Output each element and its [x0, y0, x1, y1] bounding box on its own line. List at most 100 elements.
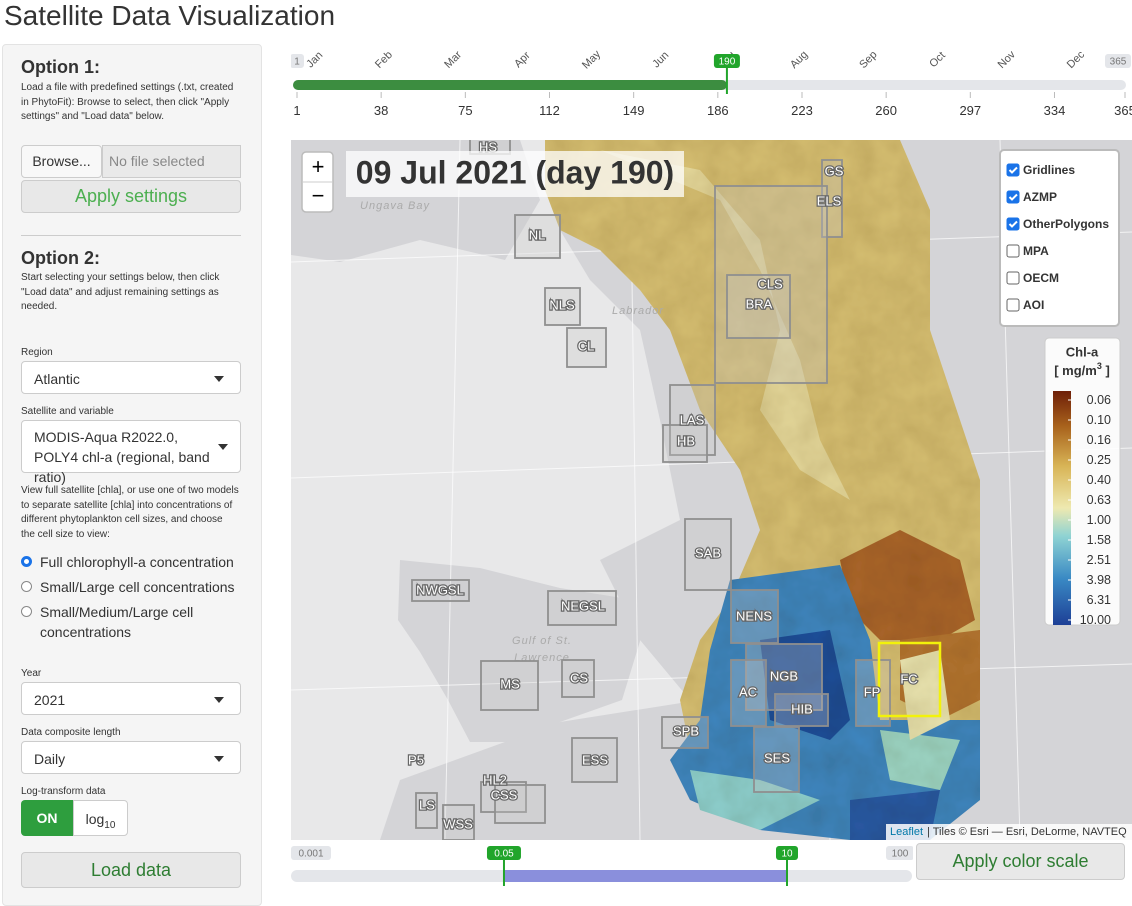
radio-option[interactable]: Small/Large cell concentrations — [21, 577, 241, 597]
region-label: P5 — [408, 752, 424, 767]
legend-unit-sup: 3 — [1097, 361, 1102, 371]
layer-label: MPA — [1023, 244, 1049, 258]
layer-checkbox[interactable] — [1006, 190, 1020, 204]
timeline-tick-label: 334 — [1044, 103, 1066, 118]
timeline-max: 365 — [1110, 57, 1127, 68]
legend-label: 0.06 — [1087, 393, 1111, 407]
place-name: Labrador — [612, 305, 664, 317]
checkmark — [1008, 166, 1018, 174]
legend-label: 3.98 — [1087, 573, 1111, 587]
region-polygon — [566, 327, 607, 368]
legend-label: 0.63 — [1087, 493, 1111, 507]
color-scale-badge — [486, 846, 521, 860]
apply-settings-button[interactable]: Apply settings — [21, 180, 241, 213]
layer-checkbox[interactable] — [1006, 244, 1020, 258]
layer-checkbox[interactable] — [1006, 298, 1020, 312]
satellite-label: Satellite and variable — [21, 406, 114, 417]
legend-unit-prefix: [ mg/m — [1054, 363, 1097, 378]
region-label: NL — [529, 227, 546, 242]
region-label: GS — [825, 163, 844, 178]
legend-label: 0.16 — [1087, 433, 1111, 447]
date-label-box — [346, 151, 684, 197]
region-polygon — [726, 274, 791, 339]
sidebar: Option 1: Load a file with predefined se… — [2, 44, 262, 906]
month-label: Oct — [927, 50, 948, 71]
zoom-out[interactable]: − — [312, 183, 325, 208]
year-select[interactable]: 2021 — [21, 682, 241, 715]
radio-option[interactable]: Full chlorophyll-a concentration — [21, 552, 241, 572]
place-name: Gulf of St. — [512, 635, 572, 647]
layer-checkbox[interactable] — [1006, 271, 1020, 285]
radio-label: Small/Large cell concentrations — [40, 579, 235, 595]
timeline-tick-label: 149 — [623, 103, 645, 118]
zoom-control: + − — [301, 151, 334, 213]
caret — [218, 444, 228, 450]
layer-checkbox[interactable] — [1006, 217, 1020, 231]
radio-button[interactable] — [21, 556, 32, 567]
legend-label: 0.10 — [1087, 413, 1111, 427]
layer-label: AOI — [1023, 298, 1044, 312]
region-value: Atlantic — [34, 371, 80, 387]
place-name: Ungava Bay — [360, 200, 430, 212]
legend-unit-suffix: ] — [1102, 363, 1110, 378]
month-label: Nov — [996, 48, 1019, 71]
layers-panel — [999, 149, 1120, 327]
option2-heading: Option 2: — [21, 248, 100, 268]
composite-select[interactable]: Daily — [21, 741, 241, 774]
load-data-button[interactable]: Load data — [21, 852, 241, 888]
legend-label: 1.58 — [1087, 533, 1111, 547]
file-input[interactable]: No file selected — [102, 145, 241, 178]
region-polygon — [571, 737, 618, 783]
region-label: ELS — [817, 193, 842, 208]
region-label: FP — [864, 684, 881, 699]
region-label: LS — [419, 797, 435, 812]
timeline-tick-label: 75 — [458, 103, 472, 118]
apply-color-scale-button[interactable]: Apply color scale — [916, 843, 1125, 880]
legend-label: 10.00 — [1080, 613, 1111, 627]
region-polygon — [442, 804, 475, 840]
radio-label: Small/Medium/Large cell concentrations — [40, 604, 194, 640]
color-scale-label: 0.05 — [494, 849, 514, 860]
region-polygon — [494, 784, 546, 824]
region-label: NENS — [736, 608, 772, 623]
region-label: HB — [677, 433, 695, 448]
attribution-link[interactable]: Leaflet — [890, 826, 923, 838]
region-label: WSS — [443, 816, 473, 831]
region-polygon — [774, 693, 829, 727]
view-options: Full chlorophyll-a concentration Small/La… — [21, 552, 241, 647]
timeline-slider[interactable]: JanFebMarAprMayJunJulAugSepOctNovDec1387… — [291, 44, 1132, 130]
option2-description: Start selecting your settings below, the… — [21, 272, 220, 312]
layer-checkbox[interactable] — [1006, 163, 1020, 177]
region-label: AC — [739, 684, 757, 699]
timeline-tick-label: 365 — [1114, 103, 1132, 118]
month-label: May — [580, 48, 604, 72]
color-scale-slider[interactable]: 0.001 100 0.05 10 — [291, 842, 913, 888]
layer-label: OtherPolygons — [1023, 217, 1109, 231]
log-toggle-on[interactable]: ON — [21, 800, 73, 836]
timeline-min: 1 — [294, 57, 300, 68]
timeline-tick-label: 38 — [374, 103, 388, 118]
color-scale-range — [503, 870, 787, 882]
radio-button[interactable] — [21, 606, 32, 617]
browse-button[interactable]: Browse... — [21, 145, 102, 178]
radio-option[interactable]: Small/Medium/Large cell concentrations — [21, 602, 241, 642]
month-label: Feb — [373, 49, 395, 71]
region-select[interactable]: Atlantic — [21, 361, 241, 394]
radio-button[interactable] — [21, 581, 32, 592]
legend-label: 1.00 — [1087, 513, 1111, 527]
layers-list: Gridlines AZMP OtherPolygons MPA OECM AOI — [1006, 163, 1109, 312]
satellite-select[interactable]: MODIS-Aqua R2022.0, POLY4 chl-a (regiona… — [21, 420, 241, 485]
month-label: Jun — [650, 49, 671, 70]
legend-label: 0.25 — [1087, 453, 1111, 467]
log-toggle-off[interactable]: log10 — [73, 800, 128, 836]
layer-label: AZMP — [1023, 190, 1057, 204]
region-label: Region — [21, 347, 53, 358]
year-value: 2021 — [34, 692, 66, 708]
year-label: Year — [21, 668, 42, 679]
region-polygon — [684, 518, 732, 591]
zoom-in[interactable]: + — [312, 154, 325, 179]
month-label: Apr — [512, 49, 533, 70]
region-label: CSS — [491, 787, 518, 802]
